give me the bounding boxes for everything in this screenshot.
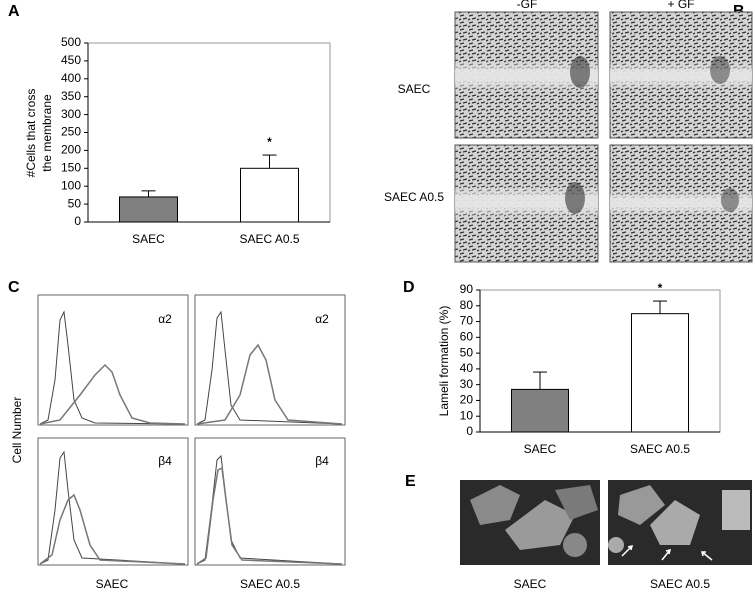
fluorescence-images <box>460 480 752 565</box>
significance-marker: * <box>658 281 663 295</box>
bar <box>631 313 689 433</box>
y-tick-label: 60 <box>460 330 474 344</box>
column-label: SAEC A0.5 <box>650 577 710 591</box>
histogram-curve <box>196 466 343 565</box>
x-tick-label: SAEC <box>132 232 165 246</box>
micrograph <box>609 11 753 139</box>
panel-letter: E <box>405 473 416 490</box>
histogram-curve <box>39 493 186 565</box>
column-label: SAEC <box>96 577 129 591</box>
x-tick-label: SAEC A0.5 <box>630 442 690 456</box>
arrow <box>701 551 713 561</box>
wound-images <box>454 11 753 263</box>
panel-letter: A <box>8 3 20 20</box>
x-tick-label: SAEC <box>524 442 557 456</box>
histogram-curve <box>196 343 343 425</box>
marker-label: α2 <box>315 312 329 326</box>
y-tick-label: 450 <box>61 53 81 67</box>
arrow <box>621 544 634 557</box>
y-tick-label: 30 <box>460 377 474 391</box>
column-label: SAEC A0.5 <box>240 577 300 591</box>
row-label: SAEC A0.5 <box>384 190 444 204</box>
cell <box>608 537 624 553</box>
y-axis-label: Lameli formation (%) <box>437 306 451 417</box>
y-tick-label: 40 <box>460 361 474 375</box>
y-tick-label: 250 <box>61 125 81 139</box>
cell <box>722 490 750 530</box>
y-tick-label: 50 <box>68 196 82 210</box>
cell <box>618 485 665 525</box>
flow-histograms <box>37 294 346 566</box>
y-tick-label: 400 <box>61 71 81 85</box>
marker-label: α2 <box>158 312 172 326</box>
y-tick-label: 80 <box>460 298 474 312</box>
arrow <box>661 548 672 561</box>
panel-letter: C <box>8 279 20 296</box>
y-tick-label: 90 <box>460 282 474 296</box>
y-tick-label: 0 <box>74 214 81 228</box>
bar <box>511 388 569 433</box>
cell <box>505 500 575 550</box>
column-label: SAEC <box>514 577 547 591</box>
panel-letter: D <box>403 279 415 296</box>
y-tick-label: 100 <box>61 178 81 192</box>
y-tick-label: 200 <box>61 143 81 157</box>
histogram-curve <box>39 310 186 425</box>
y-axis-label: #Cells that cross <box>24 89 38 178</box>
histogram-curve <box>39 450 186 565</box>
bar <box>240 167 299 223</box>
histogram-frame <box>37 294 189 426</box>
y-tick-label: 50 <box>460 345 474 359</box>
histogram-curve <box>196 310 343 425</box>
y-axis-label: Cell Number <box>10 397 24 464</box>
bar <box>119 196 178 223</box>
histogram-frame <box>194 294 346 426</box>
y-tick-label: 0 <box>466 424 473 438</box>
significance-marker: * <box>267 135 272 149</box>
y-tick-label: 500 <box>61 35 81 49</box>
column-label: + GF <box>667 0 694 11</box>
column-label: -GF <box>517 0 538 11</box>
y-tick-label: 150 <box>61 160 81 174</box>
cell <box>650 500 700 545</box>
micrograph <box>609 144 753 263</box>
micrograph <box>454 11 599 139</box>
y-axis-label: the membrane <box>40 94 54 172</box>
cell <box>563 533 587 557</box>
histogram-frame <box>194 437 346 566</box>
y-tick-label: 70 <box>460 314 474 328</box>
y-tick-label: 350 <box>61 89 81 103</box>
cell <box>555 485 598 520</box>
x-tick-label: SAEC A0.5 <box>239 232 299 246</box>
y-tick-label: 20 <box>460 393 474 407</box>
bar-chart: 0 50 100 150 200 250 300 350 400 450 500 #Cells tha… <box>24 35 331 246</box>
cell <box>470 485 520 525</box>
histogram-curve <box>39 363 186 425</box>
y-tick-label: 10 <box>460 408 474 422</box>
row-label: SAEC <box>398 82 431 96</box>
marker-label: β4 <box>158 454 172 468</box>
marker-label: β4 <box>315 454 329 468</box>
y-tick-label: 300 <box>61 107 81 121</box>
histogram-frame <box>37 437 189 566</box>
micrograph <box>454 144 599 263</box>
